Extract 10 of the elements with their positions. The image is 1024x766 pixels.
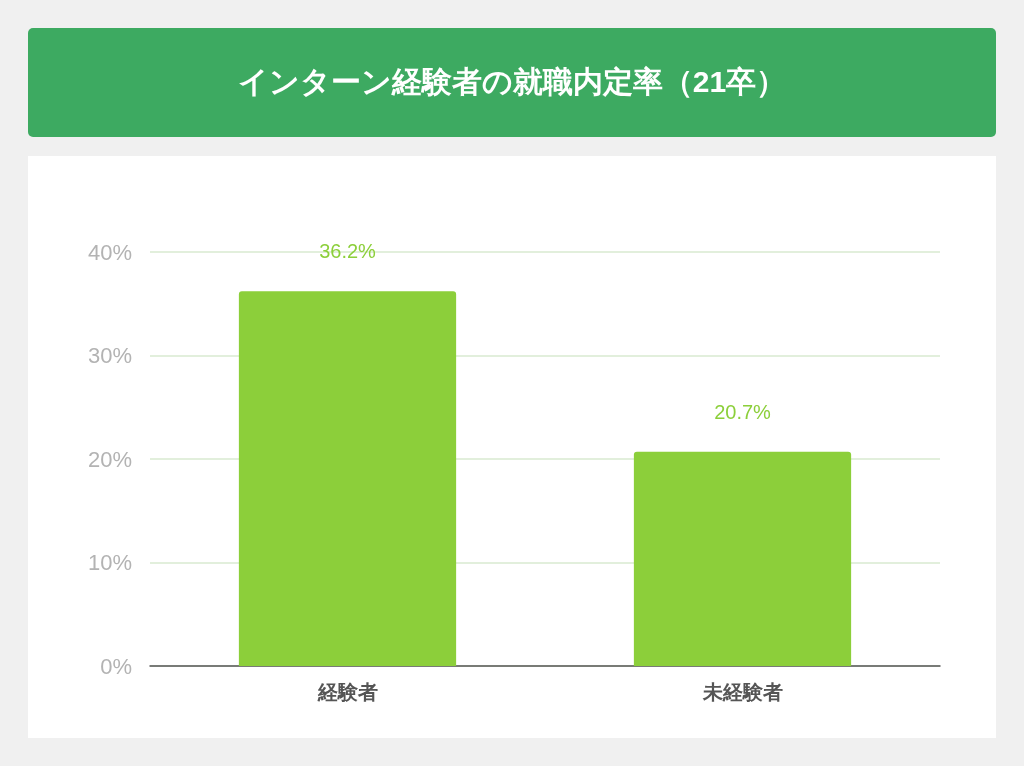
chart-title: インターン経験者の就職内定率（21卒） xyxy=(28,28,996,137)
y-tick-label: 40% xyxy=(87,239,132,265)
y-tick-label: 30% xyxy=(87,343,132,368)
data-label: 20.7% xyxy=(714,400,772,423)
data-label: 36.2% xyxy=(319,240,377,263)
y-tick-label: 0% xyxy=(100,653,132,679)
x-tick-label: 未経験者 xyxy=(701,681,783,703)
y-tick-label: 10% xyxy=(87,550,132,575)
y-tick-label: 20% xyxy=(87,446,132,472)
x-tick-label: 経験者 xyxy=(316,681,378,703)
